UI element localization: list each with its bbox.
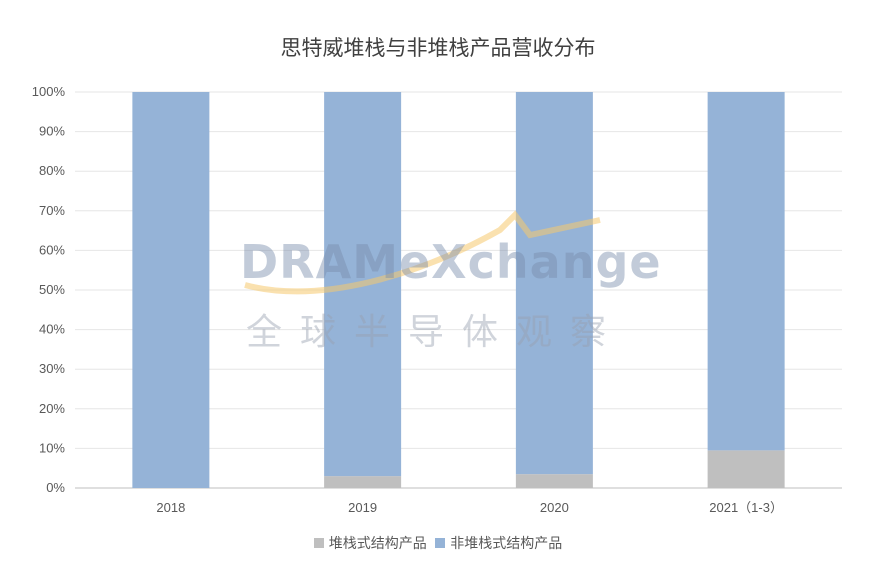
legend-label-non-stacked: 非堆栈式结构产品 [450, 536, 563, 552]
y-axis-ticks: 0% 10% 20% 30% 40% 50% 60% 70% 80% 90% 100% [32, 84, 66, 495]
x-axis-ticks: 2018 2019 2020 2021（1-3） [156, 500, 783, 515]
y-tick-label: 40% [39, 322, 65, 337]
x-tick-label: 2020 [540, 500, 569, 515]
y-tick-label: 30% [39, 361, 65, 376]
x-tick-label: 2018 [156, 500, 185, 515]
x-tick-label: 2019 [348, 500, 377, 515]
legend-swatch-stacked [313, 538, 324, 548]
y-tick-label: 60% [39, 242, 65, 257]
y-tick-label: 0% [46, 480, 65, 495]
chart-legend: 堆栈式结构产品 非堆栈式结构产品 [0, 533, 876, 553]
bar-non-stacked-0 [132, 92, 210, 488]
legend-item-non-stacked: 非堆栈式结构产品 [435, 533, 562, 553]
bar-stacked-1 [324, 476, 402, 488]
legend-label-stacked: 堆栈式结构产品 [328, 536, 427, 552]
legend-item-stacked: 堆栈式结构产品 [313, 533, 427, 553]
chart-title: 思特威堆栈与非堆栈产品营收分布 [280, 36, 596, 60]
bar-stacked-3 [707, 450, 785, 488]
y-tick-label: 50% [39, 282, 65, 297]
x-tick-label: 2021（1-3） [709, 500, 783, 515]
y-tick-label: 80% [39, 163, 65, 178]
y-tick-label: 90% [39, 124, 65, 139]
y-tick-label: 10% [39, 440, 65, 455]
legend-swatch-non-stacked [435, 538, 446, 548]
y-tick-label: 70% [39, 203, 65, 218]
y-tick-label: 100% [32, 84, 66, 99]
bar-stacked-2 [515, 474, 593, 488]
bar-non-stacked-2 [515, 92, 593, 475]
bar-non-stacked-3 [707, 92, 785, 451]
bar-non-stacked-1 [324, 92, 402, 477]
y-tick-label: 20% [39, 401, 65, 416]
